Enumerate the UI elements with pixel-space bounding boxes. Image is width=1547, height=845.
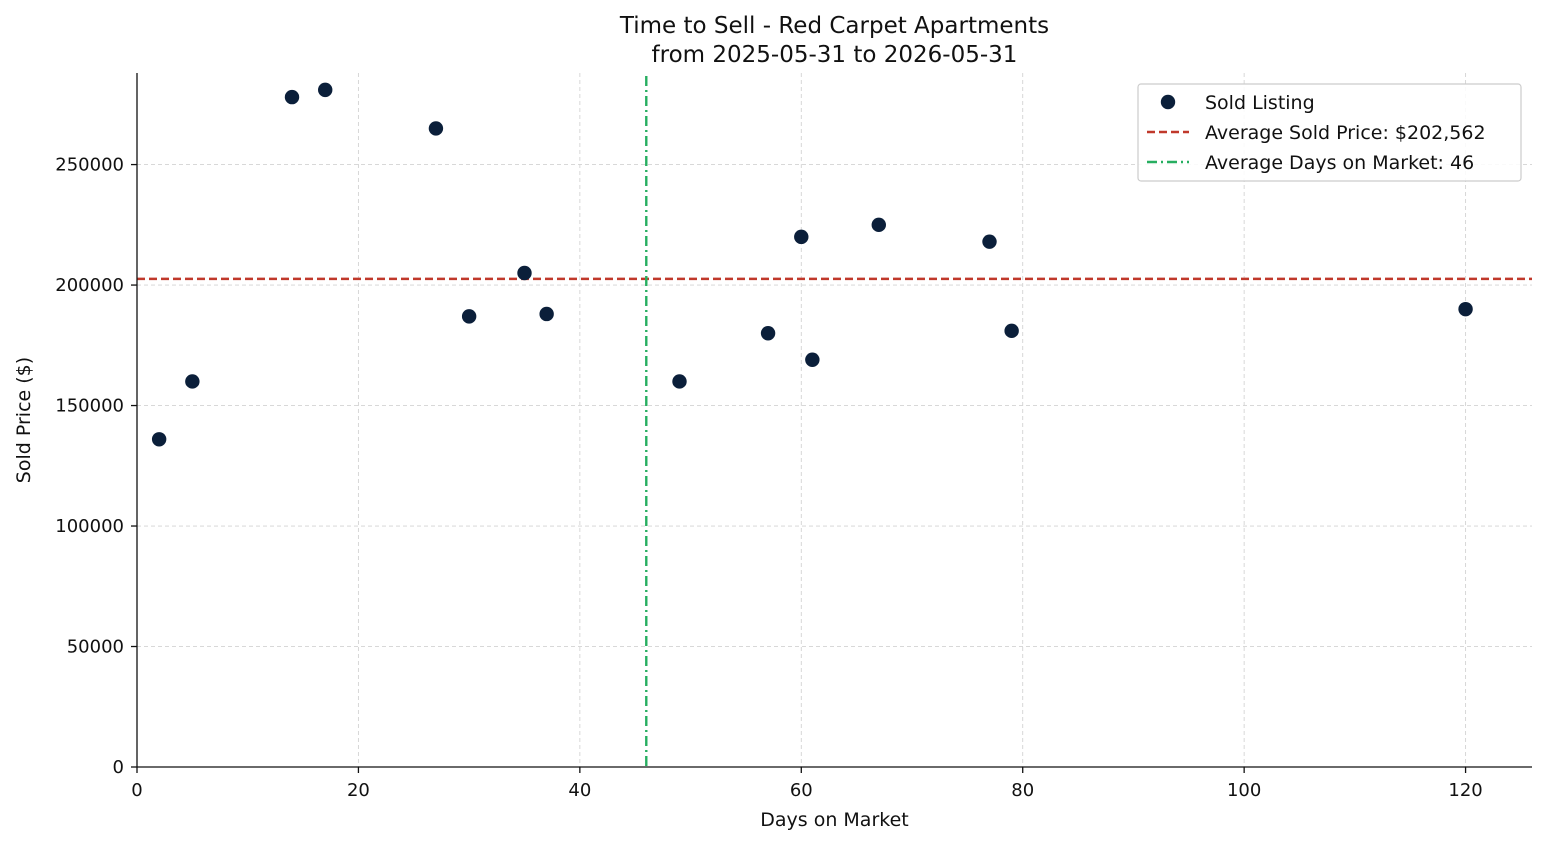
data-point — [185, 374, 200, 389]
data-point — [461, 309, 477, 324]
data-points — [151, 82, 1473, 447]
data-point — [517, 265, 532, 281]
data-point — [1004, 323, 1019, 339]
y-tick-label: 150000 — [55, 396, 124, 417]
y-tick-label: 100000 — [55, 516, 124, 537]
y-tick-label: 250000 — [55, 155, 124, 176]
data-point — [672, 374, 687, 389]
x-axis-label: Days on Market — [760, 809, 908, 831]
legend-entry-sold-listing: Sold Listing — [1205, 92, 1315, 114]
grid — [137, 73, 1532, 767]
x-tick-label: 100 — [1227, 780, 1261, 801]
x-tick-label: 20 — [347, 780, 370, 801]
data-point — [982, 234, 997, 249]
data-point — [871, 217, 886, 233]
data-point — [428, 121, 444, 136]
legend-entry-average-days: Average Days on Market: 46 — [1205, 152, 1474, 174]
legend: Sold Listing Average Sold Price: $202,56… — [1137, 83, 1522, 182]
data-point — [318, 82, 333, 98]
y-tick-label: 0 — [113, 757, 124, 778]
data-point — [805, 352, 820, 367]
x-tick-label: 40 — [568, 780, 591, 801]
y-tick-label: 50000 — [67, 637, 124, 658]
chart-subtitle: from 2025-05-31 to 2026-05-31 — [652, 42, 1018, 68]
data-point — [539, 306, 554, 322]
reference-lines — [137, 76, 1532, 767]
legend-box — [1137, 83, 1522, 182]
data-point — [151, 432, 167, 447]
data-point — [794, 229, 809, 245]
x-tick-label: 60 — [790, 780, 813, 801]
axes — [136, 73, 1532, 768]
data-point — [1458, 301, 1473, 317]
y-tick-label: 200000 — [55, 275, 124, 296]
x-tick-label: 80 — [1011, 780, 1034, 801]
data-point — [760, 326, 776, 341]
data-point — [284, 89, 300, 105]
x-tick-label: 0 — [131, 780, 142, 801]
x-tick-label: 120 — [1448, 780, 1482, 801]
chart-title: Time to Sell - Red Carpet Apartments — [619, 13, 1049, 39]
ticks: 0 20 40 60 80 100 120 0 50000 100000 150000 200000 2… — [55, 155, 1482, 801]
legend-entry-average-price: Average Sold Price: $202,562 — [1205, 122, 1486, 144]
legend-marker-sold-listing — [1160, 94, 1176, 110]
y-axis-label: Sold Price ($) — [13, 357, 35, 483]
